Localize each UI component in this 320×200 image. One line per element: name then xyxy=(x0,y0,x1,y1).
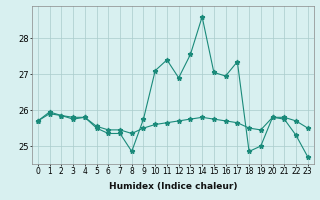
X-axis label: Humidex (Indice chaleur): Humidex (Indice chaleur) xyxy=(108,182,237,191)
